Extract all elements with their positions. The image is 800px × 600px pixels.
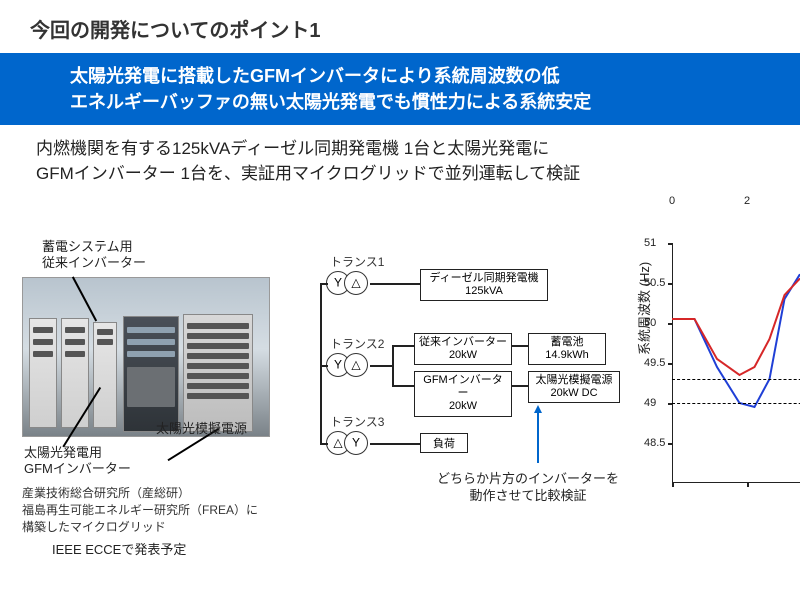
content-area: 蓄電システム用 従来インバーター (0, 225, 800, 585)
chart-xtick: 2 (744, 195, 750, 207)
chart-ytick: 51 (644, 237, 656, 249)
trans3-label: トランス3 (330, 413, 384, 430)
photo-caption: 産業技術総合研究所（産総研） 福島再生可能エネルギー研究所（FREA）に 構築し… (22, 485, 282, 535)
diesel-gen-box: ディーゼル同期発電機 125kVA (420, 269, 548, 301)
description-line-2: GFMインバーター 1台を、実証用マイクログリッドで並列運転して検証 (36, 162, 800, 187)
photo-callout-top: 蓄電システム用 従来インバーター (42, 239, 202, 270)
chart-ytick: 50.5 (644, 277, 665, 289)
trans3-symbol: △ Y (326, 431, 370, 457)
annotation-arrow-stem (537, 413, 539, 463)
chart-ytick: 49 (644, 397, 656, 409)
battery-box: 蓄電池 14.9kWh (528, 333, 606, 365)
chart-ylabel: 系統周波数 (Hz) (634, 262, 653, 355)
trans2-label: トランス2 (330, 335, 384, 352)
gfm-inverter-box: GFMインバーター 20kW (414, 371, 512, 417)
chart-xtick: 0 (669, 195, 675, 207)
chart-ytick: 49.5 (644, 357, 665, 369)
chart-lines (672, 243, 800, 483)
load-box: 負荷 (420, 433, 468, 453)
trans1-label: トランス1 (330, 253, 384, 270)
trans2-symbol: Y △ (326, 353, 370, 379)
annotation-arrow-icon (534, 405, 542, 413)
banner-line-2: エネルギーバッファの無い太陽光発電でも慣性力による系統安定 (70, 89, 800, 115)
conventional-inverter-box: 従来インバーター 20kW (414, 333, 512, 365)
delta-glyph: △ (351, 276, 360, 290)
presentation-note: IEEE ECCEで発表予定 (52, 539, 186, 558)
headline-banner: 太陽光発電に搭載したGFMインバータにより系統周波数の低 エネルギーバッファの無… (0, 53, 800, 125)
chart-dashed-ref (672, 379, 800, 380)
page-title: 今回の開発についてのポイント1 (0, 0, 800, 53)
y-glyph: Y (334, 276, 342, 290)
description-line-1: 内燃機関を有する125kVAディーゼル同期発電機 1台と太陽光発電に (36, 137, 800, 162)
trans1-symbol: Y △ (326, 271, 370, 297)
description: 内燃機関を有する125kVAディーゼル同期発電機 1台と太陽光発電に GFMイン… (0, 125, 800, 196)
banner-line-1: 太陽光発電に搭載したGFMインバータにより系統周波数の低 (70, 63, 800, 89)
pv-source-box: 太陽光模擬電源 20kW DC (528, 371, 620, 403)
chart-dashed-ref (672, 403, 800, 404)
microgrid-photo (22, 277, 270, 437)
photo-callout-left: 太陽光発電用 GFMインバーター (24, 445, 154, 476)
microgrid-block-diagram: トランス1 Y △ ディーゼル同期発電機 125kVA トランス2 Y △ 従来… (308, 253, 618, 553)
frequency-chart: 系統周波数 (Hz) 48.54949.55050.55102 (640, 235, 800, 535)
chart-ytick: 50 (644, 317, 656, 329)
photo-callout-right: 太陽光模擬電源 (156, 421, 296, 437)
comparison-annotation: どちらか片方のインバーターを 動作させて比較検証 (418, 471, 638, 505)
chart-ytick: 48.5 (644, 437, 665, 449)
